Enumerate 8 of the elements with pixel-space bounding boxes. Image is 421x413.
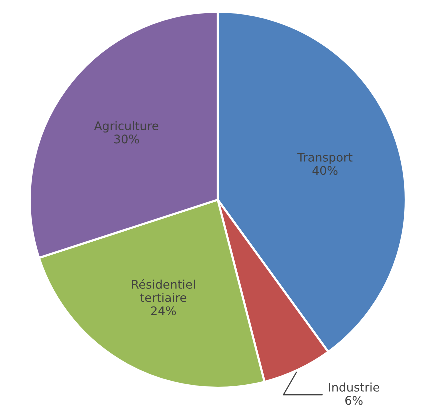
data-label: 6%	[346, 396, 363, 406]
data-label: 24%	[151, 306, 176, 316]
slice-label: Transport	[298, 153, 353, 164]
data-label: 40%	[312, 166, 338, 176]
slice-label: Industrie	[329, 382, 380, 392]
slice-label: Agriculture	[94, 121, 159, 133]
data-label: 30%	[114, 134, 140, 144]
slice-label: Résidentiel tertiaire	[132, 279, 196, 302]
